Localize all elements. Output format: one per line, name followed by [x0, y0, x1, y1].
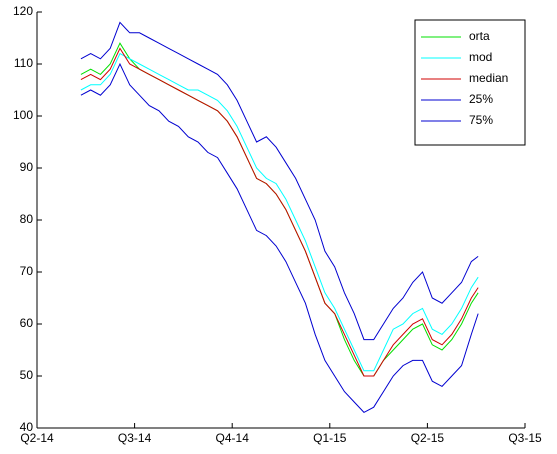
series-line: [80, 52, 479, 372]
legend-label: 75%: [469, 113, 493, 127]
legend-label: orta: [469, 29, 490, 43]
x-tick-label: Q3-15: [508, 431, 542, 445]
y-tick-label: 80: [20, 212, 34, 226]
series-line: [80, 62, 479, 414]
legend-label: mod: [469, 50, 492, 64]
legend-label: median: [469, 71, 508, 85]
y-tick-label: 90: [20, 160, 34, 174]
y-tick-label: 120: [13, 4, 33, 18]
y-tick-label: 100: [13, 108, 33, 122]
x-tick-label: Q2-15: [411, 431, 445, 445]
x-tick-label: Q4-14: [216, 431, 250, 445]
legend-box: [414, 19, 526, 146]
x-tick-label: Q2-14: [20, 431, 54, 445]
series-line: [80, 47, 479, 377]
y-tick-label: 40: [20, 420, 34, 434]
y-tick-label: 70: [20, 264, 34, 278]
x-tick-label: Q3-14: [118, 431, 152, 445]
series-line: [80, 21, 479, 341]
x-tick-label: Q1-15: [313, 431, 347, 445]
y-tick-label: 60: [20, 316, 34, 330]
legend-label: 25%: [469, 92, 493, 106]
y-tick-label: 110: [14, 56, 33, 70]
y-tick-label: 50: [20, 368, 34, 382]
